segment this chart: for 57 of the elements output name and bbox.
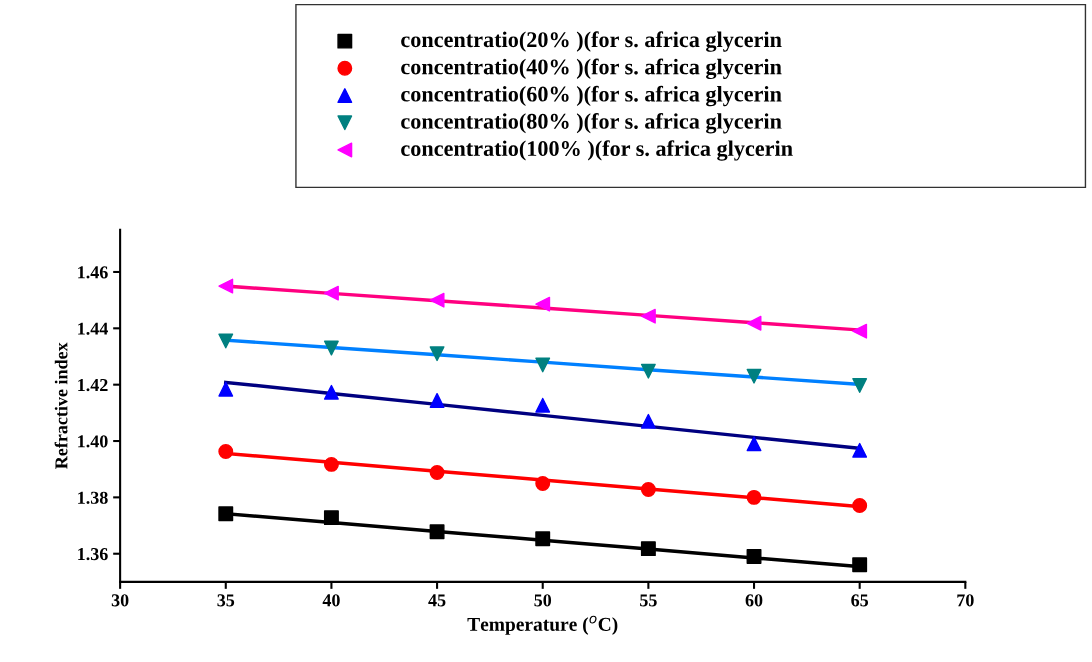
legend-label: concentratio(60% )(for s. africa glycerin — [401, 85, 782, 107]
point — [429, 465, 445, 481]
point — [746, 549, 762, 565]
point — [323, 340, 339, 356]
point — [852, 498, 868, 514]
legend-label: concentratio(80% )(for s. africa glycerin — [401, 112, 782, 134]
legend-label: concentratio(20% )(for s. africa glycerin — [401, 31, 782, 52]
point — [746, 368, 762, 384]
point — [535, 357, 551, 373]
point — [852, 323, 868, 339]
y-axis-title: Refractive index — [54, 342, 68, 469]
point — [746, 436, 762, 452]
point — [323, 456, 339, 472]
x-tick-label: 40 — [322, 594, 340, 607]
y-tick-label: 1.42 — [78, 378, 108, 392]
point — [218, 381, 234, 397]
point — [535, 296, 551, 312]
point — [746, 489, 762, 505]
point — [429, 292, 445, 308]
point — [429, 346, 445, 362]
point — [218, 333, 234, 349]
point — [535, 531, 551, 547]
legend-label: concentratio(100% )(for s. africa glycerin — [401, 140, 793, 161]
x-tick-label: 45 — [428, 594, 446, 607]
x-tick-label: 60 — [745, 594, 763, 607]
point — [640, 413, 656, 429]
point — [323, 384, 339, 400]
point — [640, 482, 656, 497]
point — [640, 308, 656, 324]
point — [746, 315, 762, 331]
point — [852, 378, 868, 393]
x-tick-label: 70 — [957, 594, 974, 607]
y-tick-label: 1.36 — [78, 548, 108, 561]
point — [640, 363, 656, 379]
point — [218, 278, 234, 294]
x-tick-label: 30 — [111, 594, 129, 607]
y-tick-label: 1.40 — [78, 435, 108, 448]
x-tick-label: 50 — [534, 594, 552, 607]
point — [323, 285, 339, 301]
y-tick-label: 1.44 — [78, 322, 108, 335]
point — [535, 476, 551, 492]
point — [640, 541, 656, 557]
point — [218, 506, 234, 522]
y-tick-label: 1.38 — [78, 491, 108, 504]
legend-label: concentratio(40% )(for s. africa glycerin — [401, 58, 782, 80]
point — [852, 557, 868, 573]
point — [323, 510, 339, 526]
x-tick-label: 65 — [851, 594, 869, 607]
y-tick-label: 1.46 — [78, 266, 108, 279]
point — [852, 442, 868, 458]
point — [218, 443, 234, 459]
x-axis-title: Temperature ($^{o}$C) — [467, 615, 618, 635]
point — [535, 397, 551, 413]
point — [429, 524, 445, 540]
x-tick-label: 35 — [217, 594, 235, 607]
point — [429, 392, 445, 408]
x-tick-label: 55 — [640, 594, 657, 607]
